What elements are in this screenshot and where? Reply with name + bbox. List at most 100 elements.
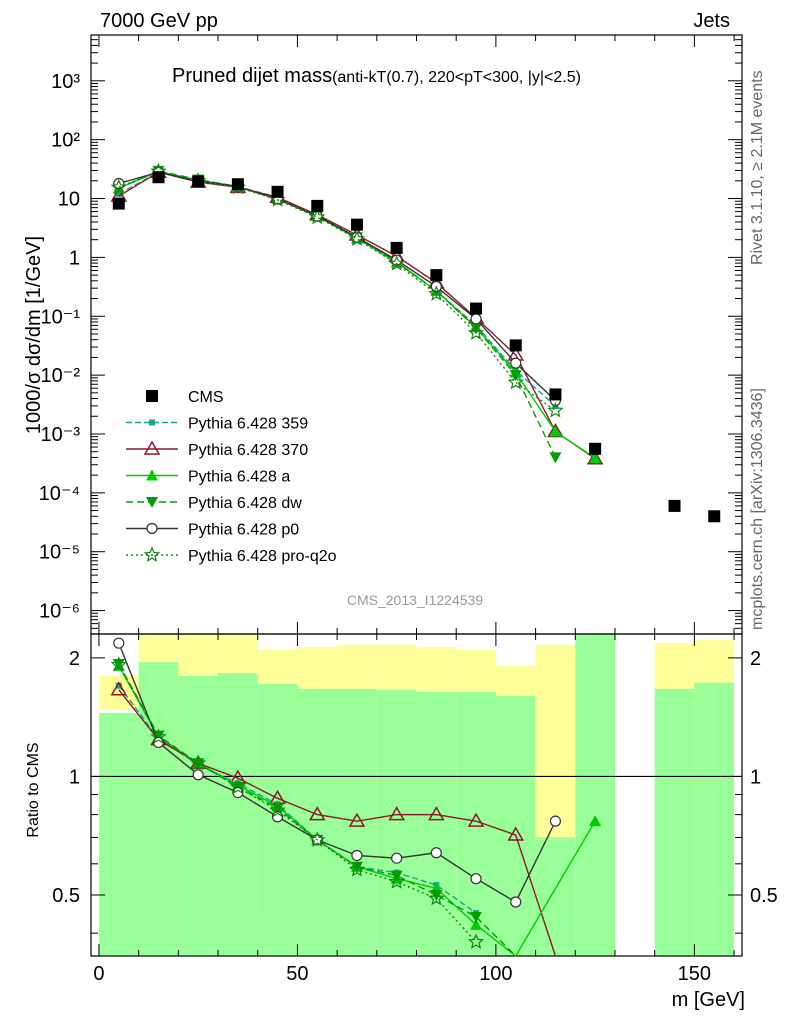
series-line-main bbox=[118, 170, 557, 458]
series-line-ratio bbox=[118, 642, 557, 903]
x-tick-label: 50 bbox=[286, 963, 308, 985]
series-marker bbox=[391, 254, 403, 266]
header-left: 7000 GeV pp bbox=[100, 10, 218, 32]
cms-data-points bbox=[112, 171, 721, 523]
series-line-ratio bbox=[118, 664, 477, 943]
ratio-band-green bbox=[98, 712, 139, 956]
ratio-tick-label-right: 0.5 bbox=[750, 885, 778, 907]
series-marker bbox=[152, 736, 165, 749]
series-marker bbox=[549, 388, 562, 401]
series-marker bbox=[152, 171, 165, 184]
y-tick-label: 10 bbox=[58, 189, 80, 211]
x-tick-label: 100 bbox=[479, 963, 512, 985]
series-marker bbox=[586, 450, 604, 465]
series-marker bbox=[510, 357, 522, 369]
series-marker bbox=[388, 255, 405, 271]
series-marker bbox=[348, 861, 366, 877]
y-tick-label: 10³ bbox=[51, 71, 80, 93]
series-marker bbox=[350, 218, 363, 231]
legend-label: Pythia 6.428 370 bbox=[188, 442, 308, 459]
y-tick-label: 10⁻⁶ bbox=[39, 601, 80, 623]
series-marker bbox=[192, 769, 204, 781]
series-marker bbox=[470, 911, 483, 923]
series-marker bbox=[309, 208, 326, 225]
series-marker bbox=[348, 812, 366, 827]
series-marker bbox=[549, 815, 562, 827]
legend: CMS Pythia 6.428 359 Pythia 6.428 370 Pythi… bbox=[126, 389, 337, 565]
series-marker bbox=[470, 323, 483, 335]
series-marker bbox=[430, 847, 442, 859]
series-marker bbox=[271, 185, 284, 198]
y-tick-label: 10⁻³ bbox=[41, 424, 81, 446]
ratio-band-green bbox=[654, 688, 695, 956]
y-tick-label: 10² bbox=[51, 130, 80, 152]
x-axis-label: m [GeV] bbox=[672, 989, 745, 1011]
series-marker bbox=[428, 285, 445, 301]
analysis-watermark: CMS_2013_I1224539 bbox=[347, 592, 483, 608]
series-marker bbox=[470, 918, 483, 930]
series-marker bbox=[143, 440, 161, 455]
ratio-uncertainty-bands bbox=[98, 634, 735, 956]
rivet-version-note: Rivet 3.1.10, ≥ 2.1M events bbox=[749, 70, 766, 265]
series-marker bbox=[428, 806, 445, 821]
legend-label: Pythia 6.428 359 bbox=[188, 416, 308, 433]
series-marker bbox=[430, 889, 443, 901]
series-marker bbox=[146, 497, 158, 508]
series-marker bbox=[470, 873, 482, 885]
ratio-tick-label: 0.5 bbox=[52, 885, 80, 907]
y-tick-label: 10⁻⁵ bbox=[39, 542, 80, 564]
ratio-band-green bbox=[376, 689, 417, 956]
series-line-main bbox=[118, 171, 556, 407]
series-line-ratio bbox=[118, 663, 517, 957]
series-marker bbox=[149, 419, 155, 426]
series-marker bbox=[549, 452, 562, 464]
y-tick-label: 1 bbox=[69, 247, 80, 269]
series-marker bbox=[271, 811, 284, 823]
x-tick-label: 150 bbox=[678, 963, 711, 985]
series-marker bbox=[467, 812, 485, 827]
y-axis-label-ratio: Ratio to CMS bbox=[25, 742, 42, 837]
series-marker bbox=[112, 658, 125, 670]
series-marker bbox=[229, 778, 246, 794]
ratio-band-green bbox=[337, 688, 377, 956]
ratio-series bbox=[110, 637, 602, 958]
series-marker bbox=[428, 889, 445, 906]
series-marker bbox=[388, 806, 405, 821]
legend-label: CMS bbox=[188, 389, 224, 406]
series-marker bbox=[150, 728, 167, 744]
series-marker bbox=[589, 815, 602, 827]
main-series bbox=[110, 162, 604, 465]
series-marker bbox=[311, 199, 324, 212]
series-marker bbox=[309, 831, 326, 847]
series-marker bbox=[110, 178, 127, 195]
series-marker bbox=[470, 302, 483, 315]
ratio-band-green bbox=[694, 682, 735, 956]
series-marker bbox=[146, 469, 158, 481]
series-marker bbox=[547, 402, 564, 418]
y-tick-label: 10⁻¹ bbox=[41, 306, 81, 328]
series-marker bbox=[351, 849, 363, 862]
series-marker bbox=[589, 442, 602, 455]
ratio-tick-label-right: 2 bbox=[750, 648, 761, 670]
series-marker bbox=[350, 861, 363, 873]
series-marker bbox=[467, 324, 485, 340]
series-marker bbox=[269, 801, 286, 818]
series-marker bbox=[348, 230, 366, 246]
series-marker bbox=[589, 452, 602, 464]
series-marker bbox=[110, 656, 127, 672]
series-marker bbox=[110, 681, 128, 696]
series-marker bbox=[190, 754, 207, 771]
series-marker bbox=[509, 339, 522, 352]
series-marker bbox=[467, 933, 485, 949]
ratio-band-green bbox=[218, 673, 258, 956]
y-tick-label: 10⁻² bbox=[41, 365, 81, 387]
series-marker bbox=[112, 197, 125, 210]
chart-title: Pruned dijet mass(anti-kT(0.7), 220<pT<3… bbox=[172, 65, 581, 87]
series-marker bbox=[143, 546, 161, 562]
series-marker bbox=[146, 390, 158, 402]
series-marker bbox=[146, 522, 158, 535]
series-marker bbox=[390, 241, 403, 254]
series-marker bbox=[668, 499, 681, 512]
series-marker bbox=[231, 178, 244, 191]
series-marker bbox=[430, 269, 443, 282]
